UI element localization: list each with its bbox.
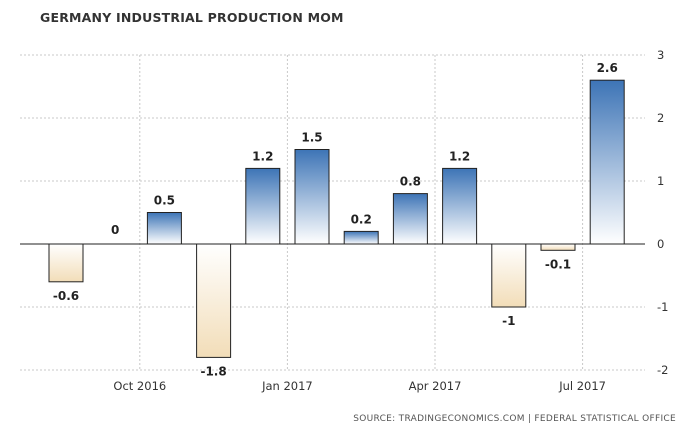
y-tick-label: 0 — [657, 237, 664, 251]
y-tick-label: 2 — [657, 111, 664, 125]
y-tick-label: 1 — [657, 174, 664, 188]
x-tick-label: Oct 2016 — [113, 379, 166, 393]
x-tick-label: Jan 2017 — [261, 379, 313, 393]
data-label: 1.2 — [449, 149, 470, 163]
data-label: 0.8 — [400, 175, 421, 189]
data-label: 1.5 — [301, 131, 322, 145]
data-label: -1.8 — [200, 364, 226, 378]
data-label: -0.6 — [53, 289, 79, 303]
data-label: -0.1 — [545, 257, 571, 271]
chart-title: GERMANY INDUSTRIAL PRODUCTION MOM — [40, 10, 344, 25]
bar — [196, 243, 232, 358]
x-tick-label: Jul 2017 — [558, 379, 606, 393]
y-axis-ticks: 3 2 1 0 -1 -2 — [657, 48, 668, 377]
data-label: 0.2 — [351, 212, 372, 226]
data-label: -1 — [502, 314, 515, 328]
bar — [245, 167, 281, 245]
y-tick-label: -2 — [657, 363, 668, 377]
bar — [48, 243, 84, 283]
bar — [589, 79, 625, 245]
x-tick-label: Apr 2017 — [409, 379, 462, 393]
data-labels: -0.6 0 0.5 -1.8 1.2 1.5 0.2 0.8 1.2 -1 -0.1 2.6 — [53, 61, 618, 378]
data-label: 1.2 — [252, 149, 273, 163]
bar — [343, 230, 379, 245]
bar — [146, 212, 182, 245]
y-tick-label: -1 — [657, 300, 668, 314]
data-label: 0 — [111, 223, 119, 237]
y-tick-label: 3 — [657, 48, 664, 62]
data-label: 0.5 — [154, 194, 175, 208]
bar — [442, 167, 478, 245]
bars — [48, 79, 625, 358]
grid — [20, 54, 645, 371]
bar — [294, 149, 330, 245]
bar — [540, 243, 576, 251]
bar — [392, 193, 428, 245]
data-label: 2.6 — [597, 61, 618, 75]
x-axis-ticks: Oct 2016 Jan 2017 Apr 2017 Jul 2017 — [113, 379, 606, 393]
source-note: SOURCE: TRADINGECONOMICS.COM | FEDERAL S… — [353, 414, 676, 424]
bar — [491, 243, 527, 308]
